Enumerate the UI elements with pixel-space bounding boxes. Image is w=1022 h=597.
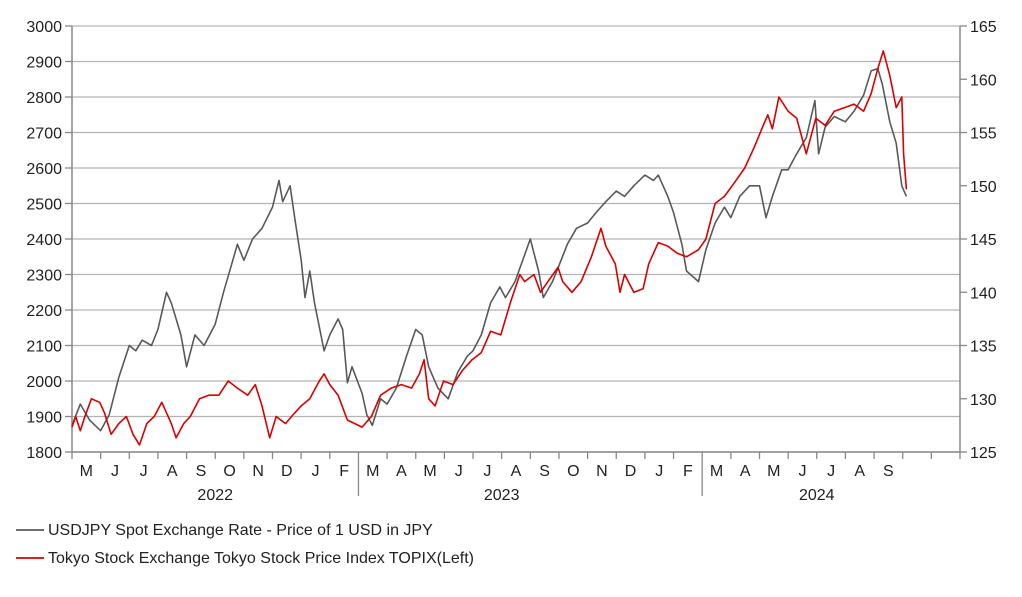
left-tick-label: 2600 — [26, 161, 62, 178]
right-tick-label: 125 — [970, 445, 997, 462]
gridlines — [72, 25, 960, 453]
month-label: M — [80, 463, 93, 480]
left-tick-label: 2400 — [26, 232, 62, 249]
month-label: M — [767, 463, 780, 480]
legend-label: Tokyo Stock Exchange Tokyo Stock Price I… — [48, 550, 474, 567]
month-label: N — [596, 463, 608, 480]
right-tick-label: 130 — [970, 392, 997, 409]
month-label: D — [281, 463, 293, 480]
month-label: M — [366, 463, 379, 480]
left-tick-label: 2200 — [26, 303, 62, 320]
month-label: J — [311, 463, 319, 480]
month-label: A — [854, 463, 865, 480]
month-label: A — [396, 463, 407, 480]
legend: USDJPY Spot Exchange Rate - Price of 1 U… — [16, 522, 474, 567]
left-tick-label: 2700 — [26, 126, 62, 143]
month-label: J — [827, 463, 835, 480]
right-axis-ticks: 125 130 135 140 145 150 155 160 165 — [960, 19, 997, 462]
right-tick-label: 145 — [970, 232, 997, 249]
right-tick-label: 150 — [970, 179, 997, 196]
left-tick-label: 2100 — [26, 339, 62, 356]
left-tick-label: 2900 — [26, 55, 62, 72]
series-layer — [71, 50, 908, 446]
month-label: S — [539, 463, 550, 480]
month-label: J — [655, 463, 663, 480]
left-tick-label: 1800 — [26, 445, 62, 462]
month-label: F — [683, 463, 693, 480]
month-label: A — [167, 463, 178, 480]
left-tick-label: 3000 — [26, 19, 62, 36]
month-label: J — [483, 463, 491, 480]
month-label: M — [710, 463, 723, 480]
left-tick-label: 2800 — [26, 90, 62, 107]
left-tick-label: 1900 — [26, 410, 62, 427]
month-label: A — [740, 463, 751, 480]
year-label: 2024 — [799, 487, 835, 504]
month-label: S — [883, 463, 894, 480]
right-tick-label: 165 — [970, 19, 997, 36]
month-label: J — [455, 463, 463, 480]
topix-series-line — [71, 50, 908, 446]
year-label: 2023 — [484, 487, 520, 504]
left-tick-label: 2500 — [26, 197, 62, 214]
month-label: A — [511, 463, 522, 480]
left-tick-label: 2000 — [26, 374, 62, 391]
left-axis-ticks: 1800 1900 2000 2100 2200 2300 2400 2500 2600 2700… — [26, 19, 72, 462]
month-label: D — [625, 463, 637, 480]
x-axis-ticks — [71, 452, 961, 496]
legend-label: USDJPY Spot Exchange Rate - Price of 1 U… — [48, 522, 433, 539]
right-tick-label: 160 — [970, 72, 997, 89]
month-label: M — [423, 463, 436, 480]
month-label: F — [339, 463, 349, 480]
left-tick-label: 2300 — [26, 268, 62, 285]
month-label: N — [252, 463, 264, 480]
right-tick-label: 155 — [970, 126, 997, 143]
right-tick-label: 135 — [970, 339, 997, 356]
month-label: O — [567, 463, 579, 480]
month-label: J — [140, 463, 148, 480]
usdjpy-series-line — [71, 67, 908, 432]
month-label: S — [196, 463, 207, 480]
right-tick-label: 140 — [970, 285, 997, 302]
month-label: J — [798, 463, 806, 480]
month-label: J — [111, 463, 119, 480]
year-label: 2022 — [197, 487, 233, 504]
month-label: O — [223, 463, 235, 480]
year-labels: 2022 2023 2024 — [197, 487, 834, 504]
